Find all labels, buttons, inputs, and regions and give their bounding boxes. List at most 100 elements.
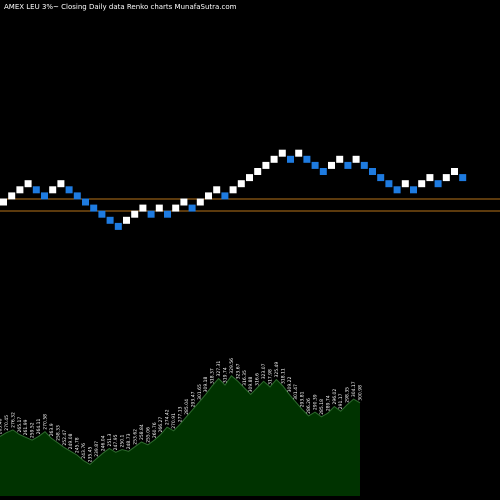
area-value-label: 239.87: [94, 441, 100, 457]
renko-brick-up: [213, 186, 221, 194]
area-value-label: 276.32: [10, 412, 16, 428]
area-value-label: 264.11: [36, 419, 42, 435]
area-value-label: 290.39: [313, 394, 319, 410]
renko-brick-up: [254, 168, 262, 175]
renko-brick-down: [147, 210, 155, 218]
area-value-label: 270.91: [171, 413, 177, 429]
area-value-label: 285.04: [184, 399, 190, 415]
area-value-label: 293.81: [300, 391, 306, 407]
renko-brick-down: [114, 222, 122, 230]
area-value-label: 243.76: [81, 443, 87, 459]
area-value-label: 298.35: [345, 387, 351, 403]
area-fill: [0, 375, 360, 496]
renko-brick-up: [336, 155, 344, 163]
renko-brick-up: [270, 155, 278, 163]
renko-brick-up: [196, 198, 204, 206]
area-value-label: 316.6: [255, 373, 261, 386]
area-value-label: 266.27: [158, 417, 164, 433]
area-value-label: 301.47: [293, 384, 299, 400]
area-value-label: 255.06: [145, 427, 151, 443]
area-value-label: 309.18: [203, 377, 209, 393]
renko-brick-down: [106, 216, 114, 224]
renko-brick-up: [172, 204, 180, 212]
renko-brick-down: [90, 204, 98, 212]
area-value-label: 329.56: [229, 358, 235, 374]
renko-brick-up: [180, 198, 188, 206]
area-value-label: 263.46: [0, 419, 4, 435]
renko-brick-down: [73, 192, 81, 200]
renko-brick-down: [410, 186, 417, 194]
renko-brick-up: [0, 198, 7, 206]
renko-brick-up: [229, 186, 237, 194]
renko-brick-up: [401, 180, 409, 188]
renko-brick-down: [221, 192, 229, 200]
area-value-label: 259.52: [30, 422, 36, 438]
renko-brick-up: [131, 210, 139, 218]
renko-brick-down: [303, 155, 311, 163]
renko-brick-up: [262, 161, 270, 169]
area-value-label: 261.99: [23, 419, 29, 435]
renko-brick-down: [377, 174, 385, 182]
renko-brick-up: [295, 149, 303, 157]
area-value-label: 260.76: [152, 422, 158, 438]
area-value-label: 250.1: [120, 434, 126, 447]
renko-brick-down: [98, 210, 106, 218]
area-value-label: 304.17: [351, 381, 357, 397]
renko-brick-down: [319, 168, 327, 175]
area-value-label: 293.47: [190, 391, 196, 407]
area-value-label: 323.67: [235, 363, 241, 379]
renko-brick-up: [155, 204, 163, 212]
area-value-label: 270.45: [4, 415, 10, 431]
area-value-label: 251.3: [107, 433, 113, 446]
renko-brick-up: [246, 174, 253, 182]
area-value-label: 300.98: [358, 385, 364, 401]
area-value-label: 285.18: [319, 399, 325, 415]
area-value-label: 318.11: [280, 368, 286, 384]
renko-brick-up: [8, 192, 16, 200]
area-value-label: 309.22: [287, 377, 293, 393]
renko-brick-up: [442, 174, 450, 182]
area-value-label: 249.08: [68, 433, 74, 449]
area-value-label: 286.26: [306, 398, 312, 414]
area-value-label: 325.49: [274, 362, 280, 378]
renko-brick-down: [188, 204, 196, 212]
renko-panel: [0, 149, 500, 230]
renko-brick-up: [278, 149, 286, 157]
area-value-label: 235.45: [88, 447, 94, 463]
renko-brick-down: [311, 161, 319, 169]
renko-brick-up: [426, 174, 434, 182]
area-value-label: 317.98: [268, 369, 274, 385]
area-value-label: 327.31: [216, 361, 222, 377]
area-value-label: 265.17: [17, 417, 23, 433]
area-value-label: 247.95: [113, 434, 119, 450]
renko-brick-up: [451, 168, 458, 175]
renko-brick-up: [24, 180, 32, 188]
renko-brick-up: [205, 192, 212, 200]
area-value-label: 246.04: [100, 435, 106, 451]
renko-brick-up: [49, 186, 57, 194]
renko-brick-up: [352, 155, 360, 163]
area-value-label: 258.84: [139, 424, 145, 440]
renko-brick-down: [164, 210, 171, 218]
area-value-label: 274.42: [165, 409, 171, 425]
renko-brick-down: [385, 180, 393, 188]
lower-area-panel: 263.46 270.45 276.32 265.17 261.99 259.52 264.…: [0, 358, 364, 496]
area-value-label: 245.78: [75, 437, 81, 453]
renko-brick-up: [16, 186, 24, 194]
renko-brick-up: [328, 161, 335, 169]
renko-brick-down: [82, 198, 89, 206]
area-value-label: 253.62: [133, 429, 139, 445]
area-value-label: 316.35: [242, 370, 248, 386]
renko-brick-up: [57, 180, 65, 188]
area-value-label: 291.17: [338, 393, 344, 409]
renko-brick-down: [41, 192, 48, 200]
renko-brick-up: [418, 180, 426, 188]
renko-brick-down: [434, 180, 442, 188]
area-value-label: 263.9: [49, 423, 55, 436]
renko-brick-down: [369, 168, 376, 175]
area-value-label: 319.74: [223, 367, 229, 383]
renko-brick-down: [32, 186, 40, 194]
area-value-label: 289.74: [325, 395, 331, 411]
